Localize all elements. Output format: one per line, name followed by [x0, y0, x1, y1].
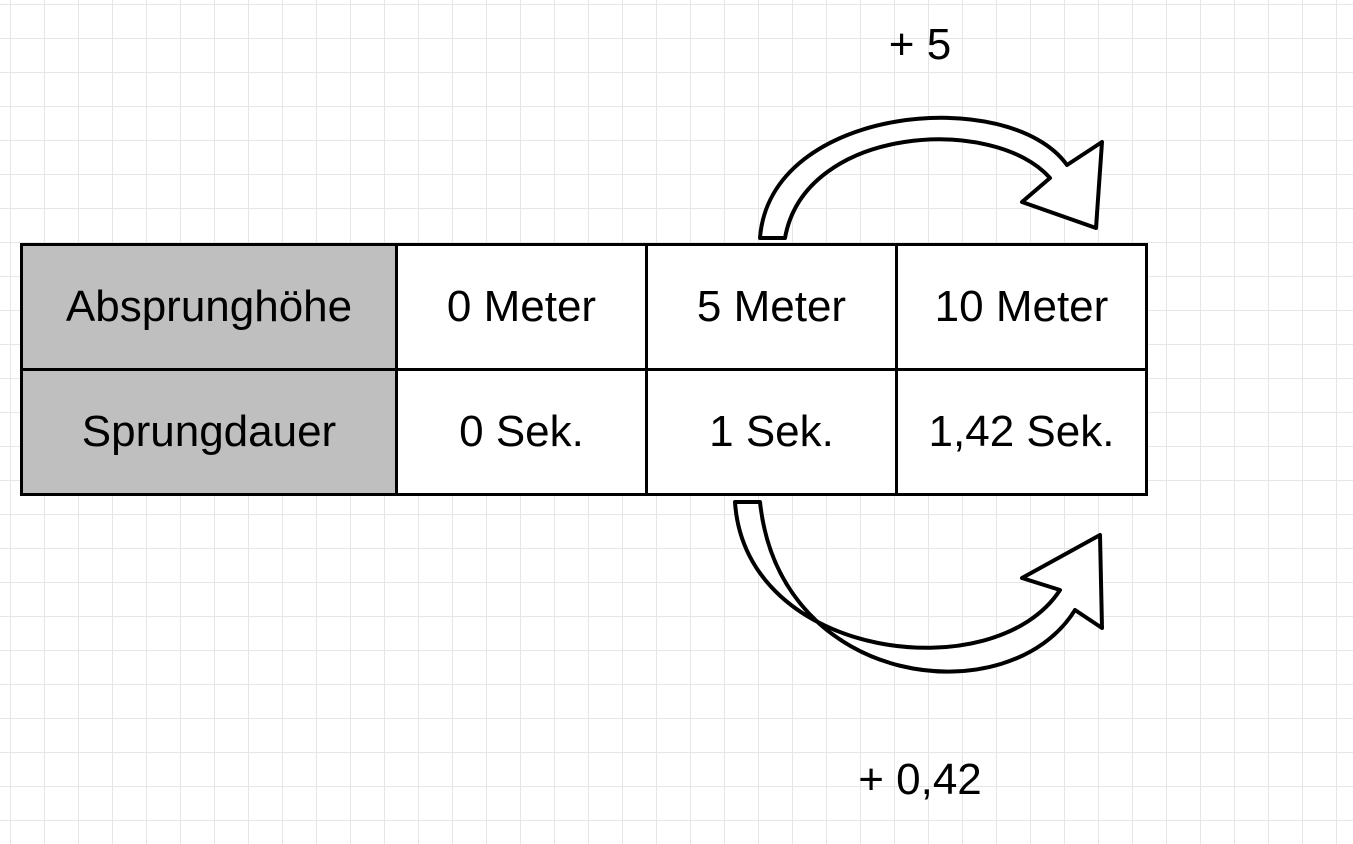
table-cell: 0 Sek.: [397, 370, 647, 495]
table-cell: 5 Meter: [647, 245, 897, 370]
bottom-arrow-label: + 0,42: [830, 755, 1010, 805]
bottom-arrow: [650, 490, 1130, 720]
row-header: Absprunghöhe: [22, 245, 397, 370]
table-cell: 0 Meter: [397, 245, 647, 370]
table-row: Sprungdauer 0 Sek. 1 Sek. 1,42 Sek.: [22, 370, 1147, 495]
row-header: Sprungdauer: [22, 370, 397, 495]
table-row: Absprunghöhe 0 Meter 5 Meter 10 Meter: [22, 245, 1147, 370]
diagram-canvas: + 5 Absprunghöhe 0 Meter 5 Meter 10 Mete…: [0, 0, 1353, 844]
table-cell: 1,42 Sek.: [897, 370, 1147, 495]
table-cell: 1 Sek.: [647, 370, 897, 495]
table-cell: 10 Meter: [897, 245, 1147, 370]
data-table: Absprunghöhe 0 Meter 5 Meter 10 Meter Sp…: [20, 243, 1148, 496]
top-arrow: [650, 60, 1130, 250]
